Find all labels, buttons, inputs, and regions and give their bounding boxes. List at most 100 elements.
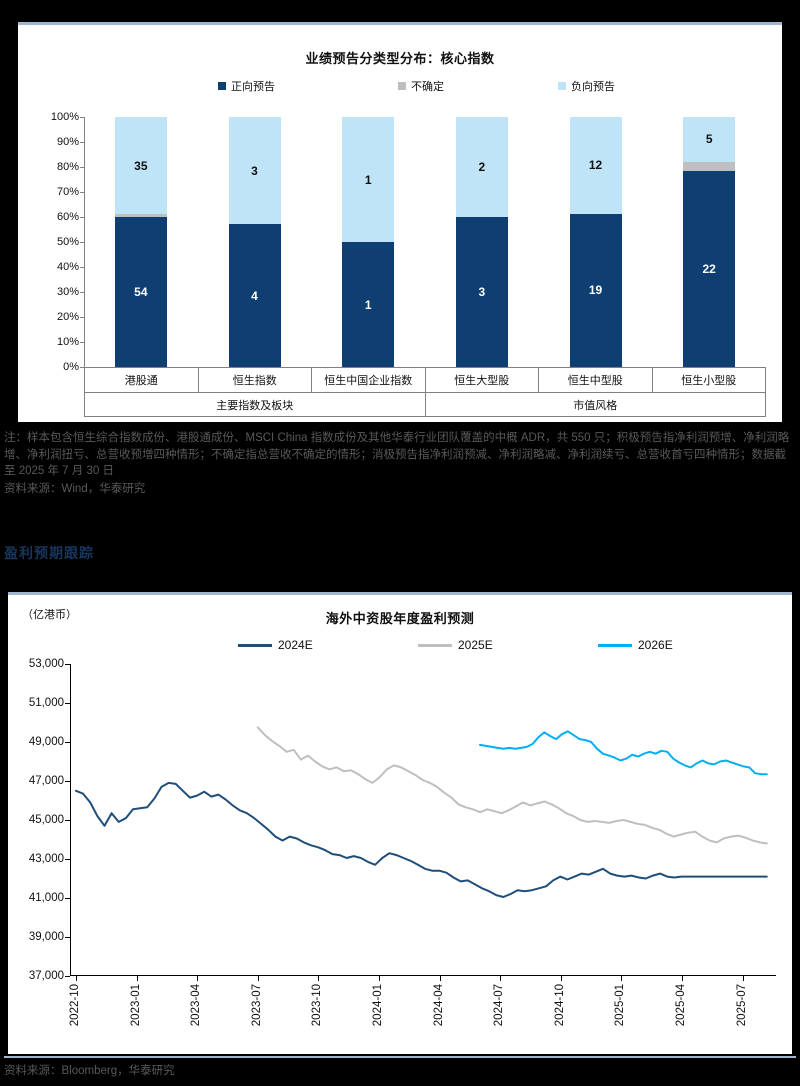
- chart1-legend: 正向预告 不确定 负向预告: [168, 78, 688, 94]
- chart1-y-tick-mark: [80, 367, 84, 368]
- chart1-y-tick-mark: [80, 292, 84, 293]
- legend-item-uncertain: 不确定: [398, 78, 444, 94]
- chart1-stacked-bar[interactable]: 35 54: [114, 117, 167, 367]
- chart2-x-tick-mark: [742, 976, 744, 981]
- chart1-category-label: 恒生小型股: [681, 375, 737, 387]
- chart1-group-label: 主要指数及板块: [85, 393, 426, 416]
- chart2-y-tick-label: 43,000: [28, 853, 64, 865]
- chart1-bar-group[interactable]: 5 22: [652, 117, 766, 367]
- chart1-y-tick-label: 90%: [56, 136, 79, 148]
- chart1-y-tick-label: 60%: [56, 211, 79, 223]
- legend-item-negative: 负向预告: [558, 78, 615, 94]
- legend-line-2025e: [418, 643, 452, 647]
- chart2-y-tick-mark: [65, 898, 70, 899]
- chart2-x-tick-mark: [682, 976, 683, 981]
- chart2-y-tick-label: 37,000: [28, 970, 64, 982]
- chart1-segment-uncertain[interactable]: [683, 161, 736, 171]
- chart1-segment-negative[interactable]: 2: [455, 117, 508, 217]
- chart1-segment-positive[interactable]: 19: [569, 213, 622, 367]
- chart2-x-tick-mark: [257, 976, 259, 981]
- chart1-segment-negative[interactable]: 3: [228, 117, 281, 225]
- legend-swatch-positive: [218, 82, 226, 90]
- chart2-y-tick-label: 39,000: [28, 931, 64, 943]
- chart1-bar-group[interactable]: 12 19: [539, 117, 653, 367]
- chart1-segment-positive[interactable]: 4: [228, 224, 281, 367]
- chart1-segment-uncertain[interactable]: [114, 214, 167, 217]
- chart2-legend: 2024E 2025E 2026E: [208, 638, 688, 654]
- chart2-x-tick-mark: [197, 976, 199, 981]
- chart1-y-tick-mark: [80, 342, 84, 343]
- chart2-x-tick-mark: [560, 976, 562, 981]
- chart1-title: 业绩预告分类型分布：核心指数: [305, 51, 495, 66]
- chart1-y-axis: [84, 117, 85, 367]
- chart2-x-tick-mark: [136, 976, 138, 981]
- chart2-line-2025e: [258, 727, 767, 843]
- chart2-x-tick-label: 2023-07: [250, 984, 263, 1027]
- chart2-y-axis: [70, 664, 71, 976]
- chart2-y-tick-mark: [65, 820, 70, 821]
- chart2-x-tick-label: 2024-04: [432, 984, 445, 1027]
- chart1-segment-negative[interactable]: 1: [342, 117, 395, 242]
- chart1-y-tick-label: 10%: [56, 336, 79, 348]
- legend-line-2024e: [238, 643, 272, 647]
- chart1-stacked-bar[interactable]: 12 19: [569, 117, 622, 367]
- chart1-category-label: 恒生指数: [199, 368, 312, 392]
- chart-card-earnings-forecast: （亿港币） 海外中资股年度盈利预测 2024E 2025E 2026E 53,0…: [8, 592, 792, 1054]
- chart2-x-tick-label: 2023-04: [190, 984, 203, 1027]
- chart1-y-tick-label: 30%: [56, 286, 79, 298]
- chart2-x-tick-label: 2024-07: [493, 984, 506, 1027]
- chart1-segment-negative[interactable]: 12: [569, 117, 622, 214]
- chart1-segment-positive[interactable]: 3: [455, 217, 508, 367]
- legend-line-2026e: [598, 643, 632, 647]
- legend-label-2025e: 2025E: [458, 638, 493, 652]
- chart1-y-tick-mark: [80, 117, 84, 118]
- chart1-category-label: 港股通: [85, 368, 199, 392]
- chart2-y-tick-mark: [65, 859, 70, 860]
- chart1-y-tick-mark: [80, 242, 84, 243]
- chart2-y-tick-mark: [65, 664, 70, 665]
- chart2-line-2024e: [76, 783, 767, 897]
- chart1-y-tick-mark: [80, 167, 84, 168]
- chart2-x-tick-label: 2025-04: [675, 984, 687, 1027]
- chart2-x-tick-label: 2023-10: [311, 984, 324, 1027]
- chart1-y-tick-label: 0%: [63, 361, 79, 373]
- chart2-x-tick-mark: [439, 976, 441, 981]
- legend-label-positive: 正向预告: [231, 81, 275, 93]
- chart1-group-label: 市值风格: [573, 399, 618, 412]
- footnote-text: 注：样本包含恒生综合指数成份、港股通成份、MSCI China 指数成份及其他华…: [4, 432, 790, 477]
- chart1-segment-positive[interactable]: 1: [342, 242, 395, 367]
- card-top-rule: [18, 22, 782, 25]
- chart2-series-lines: [70, 664, 776, 976]
- chart1-bar-group[interactable]: 35 54: [84, 117, 198, 367]
- chart1-segment-positive[interactable]: 22: [683, 170, 736, 367]
- chart2-y-tick-mark: [65, 781, 70, 782]
- legend-item-positive: 正向预告: [218, 78, 275, 94]
- chart1-segment-negative[interactable]: 5: [683, 117, 736, 162]
- chart2-y-tick-label: 41,000: [28, 892, 64, 904]
- chart1-segment-negative[interactable]: 35: [114, 117, 167, 215]
- chart2-y-tick-mark: [65, 976, 70, 977]
- legend-item-2024e: 2024E: [238, 638, 313, 652]
- legend-label-2024e: 2024E: [278, 638, 313, 652]
- chart2-x-axis: [70, 975, 776, 976]
- legend-swatch-uncertain: [398, 82, 406, 90]
- footnote-source: 资料来源：Wind，华泰研究: [4, 482, 146, 495]
- chart1-stacked-bar[interactable]: 5 22: [683, 117, 736, 367]
- chart2-x-tick-mark: [379, 976, 380, 981]
- chart1-y-tick-mark: [80, 142, 84, 143]
- chart2-x-tick-label: 2024-10: [553, 984, 566, 1027]
- chart1-category-label: 恒生大型股: [426, 368, 539, 392]
- chart1-category-label: 恒生中国企业指数: [312, 368, 426, 392]
- chart1-segment-positive[interactable]: 54: [114, 217, 167, 367]
- legend-swatch-negative: [558, 82, 566, 90]
- chart1-y-tick-label: 40%: [56, 261, 79, 273]
- legend-item-2025e: 2025E: [418, 638, 493, 652]
- chart2-x-tick-mark: [318, 976, 320, 981]
- chart2-y-tick-label: 45,000: [28, 814, 64, 826]
